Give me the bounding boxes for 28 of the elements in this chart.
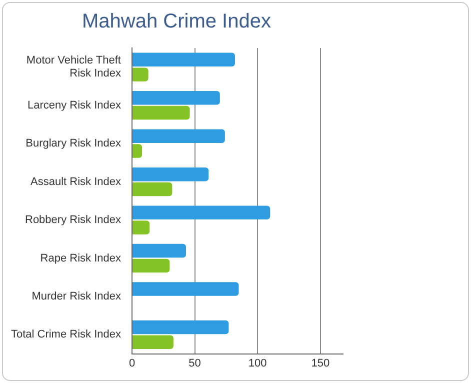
x-tick-label: 50 bbox=[188, 357, 201, 370]
bar bbox=[132, 320, 229, 334]
y-tick-label: Total Crime Risk Index bbox=[10, 328, 122, 341]
bar bbox=[132, 106, 190, 120]
bar bbox=[132, 68, 148, 82]
bar bbox=[132, 129, 225, 143]
y-tick-label: Rape Risk Index bbox=[40, 252, 122, 264]
bar bbox=[132, 52, 235, 67]
chart-title: Mahwah Crime Index bbox=[82, 10, 271, 33]
bar bbox=[132, 144, 142, 158]
bar bbox=[132, 167, 209, 182]
y-tick-label: Assault Risk Index bbox=[30, 176, 122, 188]
bar bbox=[132, 335, 174, 349]
y-tick-label: Burglary Risk Index bbox=[26, 138, 122, 150]
bar bbox=[132, 244, 186, 258]
y-tick-label: Robbery Risk Index bbox=[25, 214, 122, 226]
bar bbox=[132, 206, 270, 220]
x-tick-label: 0 bbox=[128, 357, 136, 370]
x-tick-label: 150 bbox=[311, 357, 330, 370]
y-tick-label: Motor Vehicle Theft Risk Index bbox=[26, 54, 122, 80]
bar bbox=[132, 182, 172, 196]
bar bbox=[132, 282, 239, 296]
bar bbox=[132, 220, 150, 234]
y-tick-label: Murder Risk Index bbox=[32, 290, 122, 302]
y-tick-label: Larceny Risk Index bbox=[27, 99, 122, 112]
x-tick-label: 100 bbox=[248, 357, 267, 370]
bar bbox=[132, 258, 170, 273]
bar bbox=[132, 91, 220, 105]
